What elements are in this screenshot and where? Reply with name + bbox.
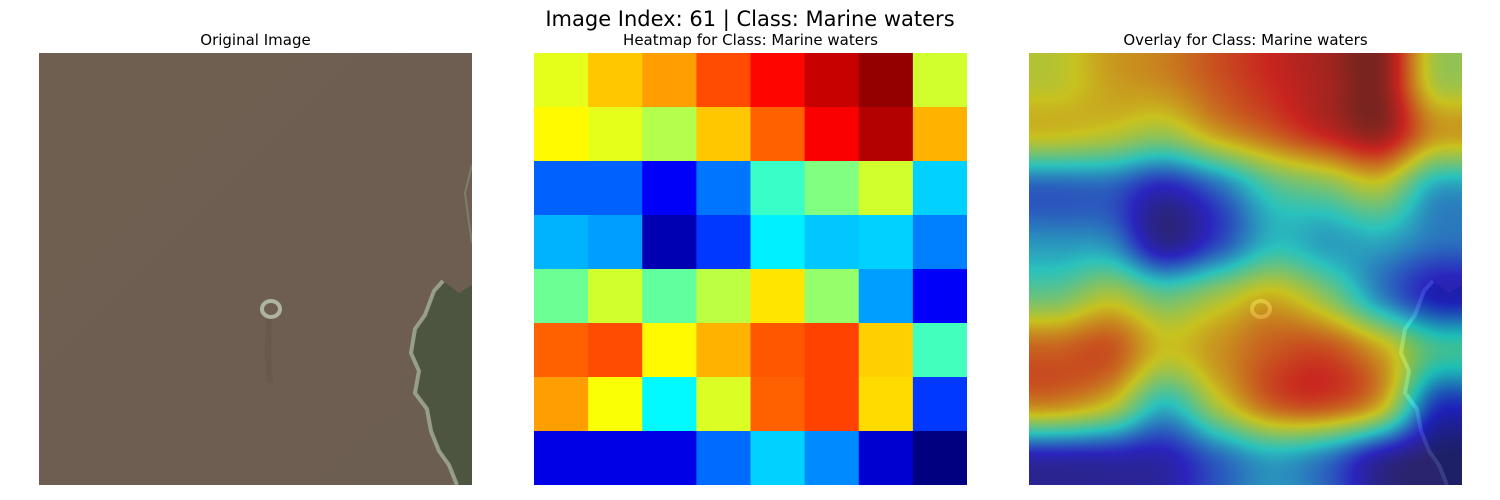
heatmap-cell-r7-c7 [912,431,967,485]
heatmap-cell-r3-c3 [696,215,752,270]
heatmap-cell-r4-c5 [804,269,860,324]
heatmap-cell-r4-c7 [912,269,967,324]
heatmap-cell-r2-c6 [858,161,914,216]
heatmap-cell-r1-c4 [750,107,806,162]
heatmap-cell-r5-c2 [642,323,697,378]
heatmap-cell-r6-c5 [804,377,860,432]
heatmap-cell-r4-c3 [696,269,752,324]
heatmap-cell-r5-c1 [588,323,643,378]
heatmap-cell-r3-c6 [858,215,914,270]
heatmap-cell-r4-c0 [534,269,589,324]
heatmap-cell-r7-c2 [642,431,697,485]
overlay-panel [1029,53,1462,485]
heatmap-cell-r6-c1 [588,377,643,432]
heatmap-cell-r0-c5 [804,53,860,108]
heatmap-cell-r4-c1 [588,269,643,324]
heatmap-cell-r5-c3 [696,323,752,378]
heatmap-cell-r0-c3 [696,53,752,108]
heatmap-cell-r5-c6 [858,323,914,378]
overlay-title: Overlay for Class: Marine waters [1123,31,1368,49]
heatmap-cell-r4-c2 [642,269,697,324]
heatmap-cell-r5-c4 [750,323,806,378]
satellite-image [39,53,472,485]
original-image-panel [39,53,472,485]
heatmap-cell-r1-c3 [696,107,752,162]
heatmap-panel [534,53,967,485]
heatmap-cell-r0-c4 [750,53,806,108]
heatmap-cell-r0-c0 [534,53,589,108]
heatmap-cell-r2-c5 [804,161,860,216]
heatmap-cell-r0-c1 [588,53,643,108]
heatmap-cell-r7-c0 [534,431,589,485]
heatmap-cell-r6-c3 [696,377,752,432]
figure-suptitle: Image Index: 61 | Class: Marine waters [545,7,955,31]
heatmap-cell-r6-c0 [534,377,589,432]
heatmap-cell-r7-c6 [858,431,914,485]
heatmap-grid [534,53,967,485]
heatmap-cell-r1-c2 [642,107,697,162]
heatmap-cell-r7-c1 [588,431,643,485]
heatmap-cell-r2-c1 [588,161,643,216]
heatmap-cell-r1-c1 [588,107,643,162]
heatmap-cell-r2-c4 [750,161,806,216]
heatmap-cell-r0-c7 [912,53,967,108]
heatmap-cell-r5-c0 [534,323,589,378]
heatmap-cell-r2-c2 [642,161,697,216]
heatmap-cell-r4-c6 [858,269,914,324]
heatmap-cell-r3-c0 [534,215,589,270]
heatmap-cell-r2-c0 [534,161,589,216]
heatmap-cell-r6-c6 [858,377,914,432]
heatmap-cell-r3-c1 [588,215,643,270]
heatmap-cell-r3-c2 [642,215,697,270]
heatmap-cell-r6-c2 [642,377,697,432]
original-image-title: Original Image [200,31,311,49]
heatmap-cell-r6-c4 [750,377,806,432]
heatmap-cell-r2-c3 [696,161,752,216]
heatmap-cell-r1-c7 [912,107,967,162]
heatmap-cell-r5-c5 [804,323,860,378]
heatmap-cell-r6-c7 [912,377,967,432]
heatmap-cell-r0-c6 [858,53,914,108]
heatmap-cell-r5-c7 [912,323,967,378]
heatmap-cell-r0-c2 [642,53,697,108]
heatmap-cell-r2-c7 [912,161,967,216]
overlay-heatmap [1029,53,1462,485]
heatmap-cell-r4-c4 [750,269,806,324]
heatmap-cell-r7-c5 [804,431,860,485]
heatmap-cell-r7-c4 [750,431,806,485]
heatmap-cell-r3-c4 [750,215,806,270]
heatmap-cell-r3-c7 [912,215,967,270]
heatmap-cell-r7-c3 [696,431,752,485]
heatmap-cell-r1-c6 [858,107,914,162]
heatmap-title: Heatmap for Class: Marine waters [623,31,878,49]
heatmap-cell-r1-c0 [534,107,589,162]
heatmap-cell-r1-c5 [804,107,860,162]
heatmap-cell-r3-c5 [804,215,860,270]
